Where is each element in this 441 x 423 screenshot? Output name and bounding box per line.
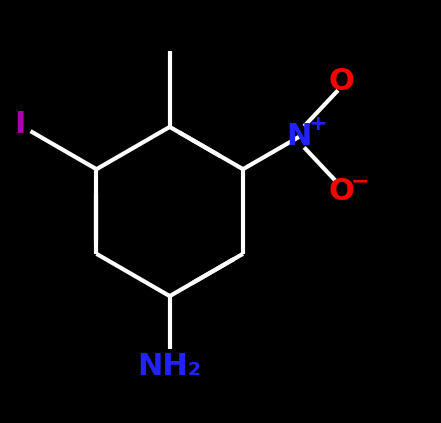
Text: O: O	[329, 177, 354, 206]
Text: O: O	[329, 67, 354, 96]
Text: N: N	[286, 122, 312, 151]
Text: I: I	[14, 110, 25, 139]
Text: −: −	[351, 171, 370, 191]
Text: +: +	[309, 114, 327, 134]
Text: NH₂: NH₂	[138, 352, 202, 381]
